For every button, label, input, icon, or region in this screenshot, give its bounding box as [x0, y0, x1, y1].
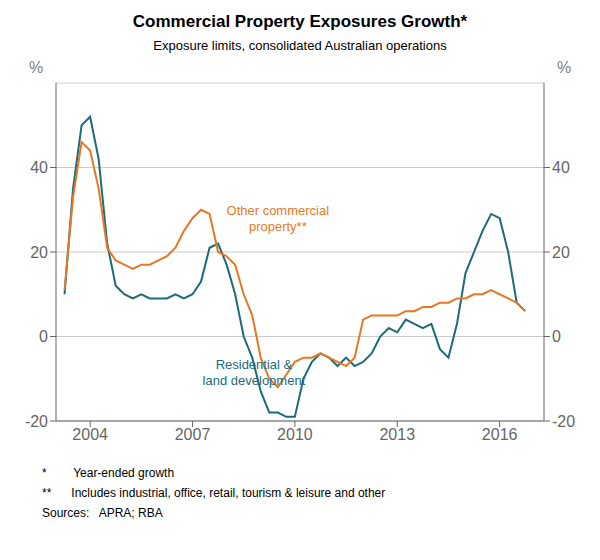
- svg-text:40: 40: [552, 159, 570, 176]
- svg-text:-20: -20: [25, 413, 48, 430]
- svg-text:40: 40: [30, 159, 48, 176]
- svg-text:Other commercialproperty**: Other commercialproperty**: [227, 203, 330, 234]
- html-text:** Includes industrial, office: ** Includes industrial, office, retail, …: [42, 486, 386, 500]
- svg-text:%: %: [29, 59, 43, 76]
- svg-text:Residential &land development: Residential &land development: [203, 357, 306, 388]
- svg-text:-20: -20: [552, 413, 575, 430]
- svg-text:2010: 2010: [277, 426, 313, 443]
- svg-text:20: 20: [30, 244, 48, 261]
- svg-text:%: %: [557, 59, 571, 76]
- html-text:Sources: APRA; RBA: Sources: APRA; RBA: [42, 506, 163, 520]
- svg-text:0: 0: [39, 328, 48, 345]
- svg-text:2013: 2013: [379, 426, 415, 443]
- svg-text:2004: 2004: [72, 426, 108, 443]
- html-text:* Year-ended growth: * Year-ended growth: [42, 466, 175, 480]
- svg-text:2016: 2016: [482, 426, 518, 443]
- html-text:Exposure limits, consolidated: Exposure limits, consolidated Australian…: [153, 38, 447, 53]
- svg-text:2007: 2007: [175, 426, 211, 443]
- html-text:Commercial Property Exposures: Commercial Property Exposures Growth*: [132, 12, 468, 31]
- svg-text:20: 20: [552, 244, 570, 261]
- svg-text:0: 0: [552, 328, 561, 345]
